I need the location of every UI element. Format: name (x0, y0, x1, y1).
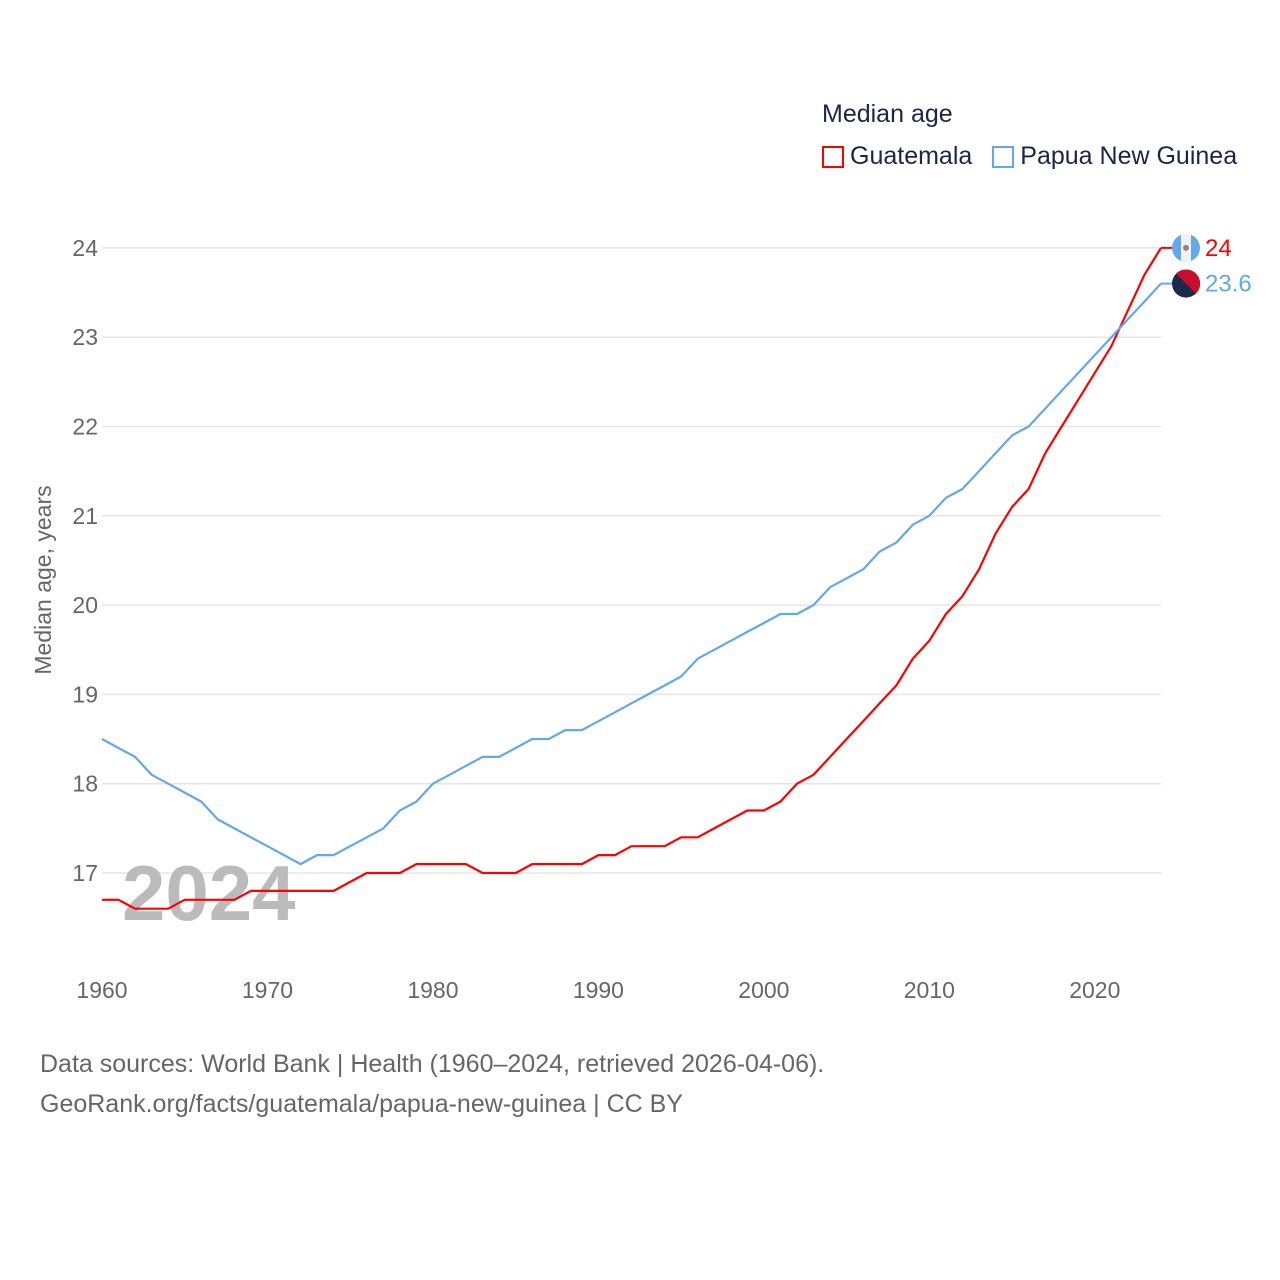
y-tick-label: 17 (72, 860, 98, 886)
legend-swatch (822, 145, 844, 168)
x-tick-label: 1960 (76, 977, 127, 1003)
y-tick-label: 18 (72, 771, 98, 797)
series-line-guatemala (102, 247, 1162, 910)
y-tick-label: 21 (72, 503, 98, 529)
year-watermark: 2024 (122, 849, 296, 937)
end-value-label: 24 (1205, 235, 1232, 262)
legend-item-papua-new-guinea[interactable]: Papua New Guinea (992, 142, 1237, 171)
legend-swatch (992, 145, 1015, 168)
legend-label: Papua New Guinea (1020, 142, 1238, 170)
y-tick-label: 22 (72, 414, 98, 440)
y-tick-label: 19 (72, 681, 98, 707)
flag-red-half (1176, 269, 1201, 294)
source-link[interactable]: GeoRank.org/facts/guatemala/papua-new-gu… (40, 1090, 683, 1118)
legend-title: Median age (822, 100, 953, 128)
series-line-papua-new-guinea (101, 282, 1162, 866)
x-tick-label: 1980 (407, 977, 458, 1003)
source-line: Data sources: World Bank | Health (1960–… (40, 1050, 825, 1078)
end-value-label: 23.6 (1205, 271, 1252, 298)
x-tick-label: 2000 (738, 977, 789, 1003)
x-tick-label: 2010 (904, 977, 955, 1003)
legend-label: Guatemala (850, 142, 973, 170)
y-axis-label: Median age, years (30, 485, 56, 674)
x-tick-label: 1990 (573, 977, 624, 1003)
x-tick-label: 2020 (1069, 977, 1120, 1003)
source-note: Data sources: World Bank | Health (1960–… (40, 1044, 824, 1124)
flag-emblem (1183, 244, 1189, 251)
legend-item-guatemala[interactable]: Guatemala (822, 142, 972, 171)
y-tick-label: 24 (72, 235, 98, 261)
y-tick-label: 23 (72, 324, 98, 350)
y-tick-label: 20 (72, 592, 98, 618)
x-tick-label: 1970 (242, 977, 293, 1003)
legend: Guatemala Papua New Guinea (822, 142, 1237, 171)
